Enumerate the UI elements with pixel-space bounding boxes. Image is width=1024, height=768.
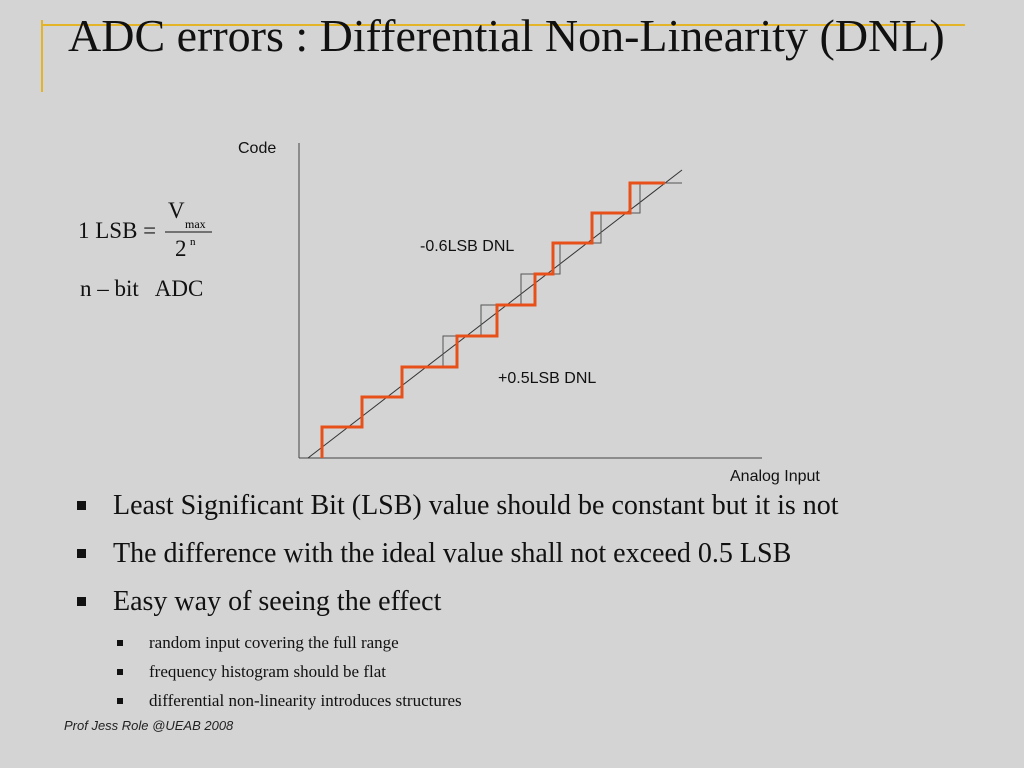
bullet: Easy way of seeing the effect random inpu…: [72, 582, 972, 715]
bullet-text: Least Significant Bit (LSB) value should…: [113, 490, 839, 521]
sub-bullet: frequency histogram should be flat: [113, 657, 972, 686]
annotation: -0.6LSB DNL: [420, 238, 515, 255]
formula-lhs: 1 LSB =: [78, 218, 157, 243]
axis-label: Code: [238, 140, 277, 157]
formula-superscript: n: [190, 236, 196, 248]
formula-subscript: max: [185, 217, 206, 231]
bullet: Least Significant Bit (LSB) value should…: [72, 486, 972, 526]
axis-label: Analog Input: [730, 468, 820, 485]
ideal-staircase: [321, 182, 682, 458]
footer: Prof Jess Role @UEAB 2008: [64, 718, 234, 733]
bullet-text: Easy way of seeing the effect: [113, 586, 442, 617]
formula-line: n – bit ADC: [80, 276, 204, 301]
formula-denominator: 2: [175, 236, 187, 261]
bullet-text: The difference with the ideal value shal…: [113, 538, 792, 569]
annotation: +0.5LSB DNL: [498, 370, 597, 387]
sub-bullet-list: random input covering the full range freq…: [113, 628, 972, 715]
formula-numerator: V: [168, 198, 185, 223]
actual-staircase: [320, 181, 665, 458]
bullet-list: Least Significant Bit (LSB) value should…: [72, 486, 972, 723]
sub-bullet: differential non-linearity introduces st…: [113, 686, 972, 715]
bullet: The difference with the ideal value shal…: [72, 534, 972, 574]
ideal-line: [307, 169, 683, 459]
title: ADC errors : Differential Non-Linearity …: [68, 10, 945, 61]
sub-bullet: random input covering the full range: [113, 628, 972, 657]
